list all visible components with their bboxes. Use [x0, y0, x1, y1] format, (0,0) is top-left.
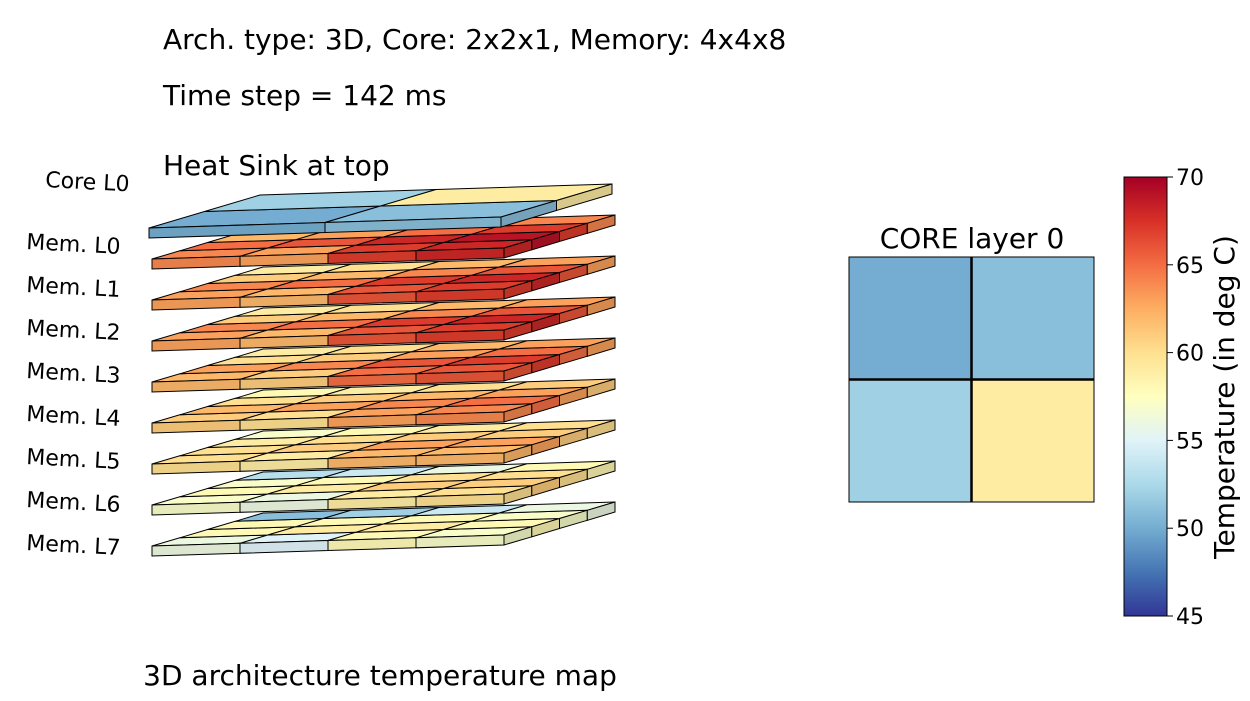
colorbar-tick-label: 50: [1176, 517, 1204, 542]
colorbar-tick-label: 70: [1176, 166, 1204, 191]
layer-label: Mem. L1: [26, 273, 121, 303]
stack-cell-front-face: [415, 534, 505, 549]
colorbar-tick-label: 55: [1176, 429, 1204, 454]
colorbar-tick-label: 45: [1176, 605, 1204, 630]
stack-cell-side-face: [586, 214, 616, 234]
stack-cell-front-face: [151, 460, 241, 475]
stack-cell-side-face: [586, 419, 616, 439]
stack-layer: Core L0: [45, 168, 613, 239]
stack-cell-front-face: [239, 539, 329, 554]
stack-cell-front-face: [415, 493, 505, 508]
stack-layer: Mem. L3: [26, 337, 616, 393]
stack-cell-side-face: [586, 337, 616, 357]
stack-cell-front-face: [239, 416, 329, 431]
core-heatmap-frame: [848, 256, 1095, 503]
header-heat-sink: Heat Sink at top: [163, 149, 390, 182]
header-time-step: Time step = 142 ms: [162, 79, 446, 112]
layer-label: Core L0: [45, 168, 130, 197]
stack-cell-front-face: [151, 501, 241, 516]
colorbar-gradient: [1123, 176, 1168, 617]
core-heatmap-cell: [849, 379, 972, 502]
stack-cell-front-face: [239, 334, 329, 349]
header-architecture: Arch. type: 3D, Core: 2x2x1, Memory: 4x4…: [163, 23, 786, 56]
core-heatmap-cell: [849, 257, 972, 380]
stack-layer: Mem. L7: [26, 501, 616, 561]
layer-label: Mem. L5: [26, 445, 121, 475]
stack-layer: Mem. L1: [26, 255, 616, 311]
stack-cell-side-face: [586, 460, 616, 480]
stack-layer: Mem. L2: [26, 296, 616, 352]
stack-cell-front-face: [415, 329, 505, 344]
stack-title: 3D architecture temperature map: [143, 659, 617, 692]
stack-cell-front-face: [327, 455, 417, 470]
stack-cell-front-face: [415, 247, 505, 262]
layer-label: Mem. L3: [26, 359, 121, 389]
core-heatmap-title: CORE layer 0: [880, 222, 1065, 255]
stack-cell-side-face: [556, 183, 613, 212]
stack-cell-front-face: [327, 373, 417, 388]
stack-cell-front-face: [327, 332, 417, 347]
colorbar-tick-label: 60: [1176, 342, 1204, 367]
stack-layer: Mem. L5: [26, 419, 616, 475]
layer-label: Mem. L0: [26, 230, 121, 260]
stack-cell-front-face: [415, 452, 505, 467]
colorbar: 45 50 55 60 65 70 Temperature (in deg C): [1123, 166, 1241, 630]
stack-cell-front-face: [239, 293, 329, 308]
stack-cell-side-face: [586, 501, 616, 521]
stack-cell-front-face: [151, 296, 241, 311]
layer-label: Mem. L6: [26, 488, 121, 518]
stack-cell-front-face: [415, 411, 505, 426]
stack-layer: Mem. L4: [26, 378, 616, 434]
layer-label: Mem. L2: [26, 316, 121, 346]
stack-cell-front-face: [151, 542, 241, 557]
stack-cell-front-face: [239, 252, 329, 267]
stack-cell-front-face: [327, 291, 417, 306]
colorbar-tick-label: 65: [1176, 254, 1204, 279]
stack-cell-front-face: [151, 419, 241, 434]
stack-cell-front-face: [239, 375, 329, 390]
layer-stack-3d: Mem. L0 Mem. L1 Mem. L2 Mem. L3 Mem. L4 Mem. …: [26, 168, 616, 561]
layer-label: Mem. L4: [26, 402, 121, 432]
stack-cell-front-face: [327, 250, 417, 265]
stack-cell-side-face: [586, 296, 616, 316]
core-heatmap-cell: [971, 379, 1094, 502]
layer-label: Mem. L7: [26, 531, 121, 561]
stack-cell-front-face: [327, 537, 417, 552]
stack-cell-side-face: [586, 255, 616, 275]
stack-cell-front-face: [239, 498, 329, 513]
stack-cell-front-face: [327, 496, 417, 511]
stack-layer: Mem. L6: [26, 460, 616, 518]
stack-cell-side-face: [586, 378, 616, 398]
stack-cell-front-face: [239, 457, 329, 472]
core-heatmap: [848, 256, 1095, 503]
stack-cell-front-face: [151, 378, 241, 393]
stack-cell-front-face: [151, 255, 241, 270]
stack-cell-front-face: [415, 370, 505, 385]
core-heatmap-cell: [971, 257, 1094, 380]
stack-cell-front-face: [415, 288, 505, 303]
stack-cell-front-face: [151, 337, 241, 352]
colorbar-label: Temperature (in deg C): [1208, 235, 1241, 560]
stack-cell-front-face: [327, 414, 417, 429]
